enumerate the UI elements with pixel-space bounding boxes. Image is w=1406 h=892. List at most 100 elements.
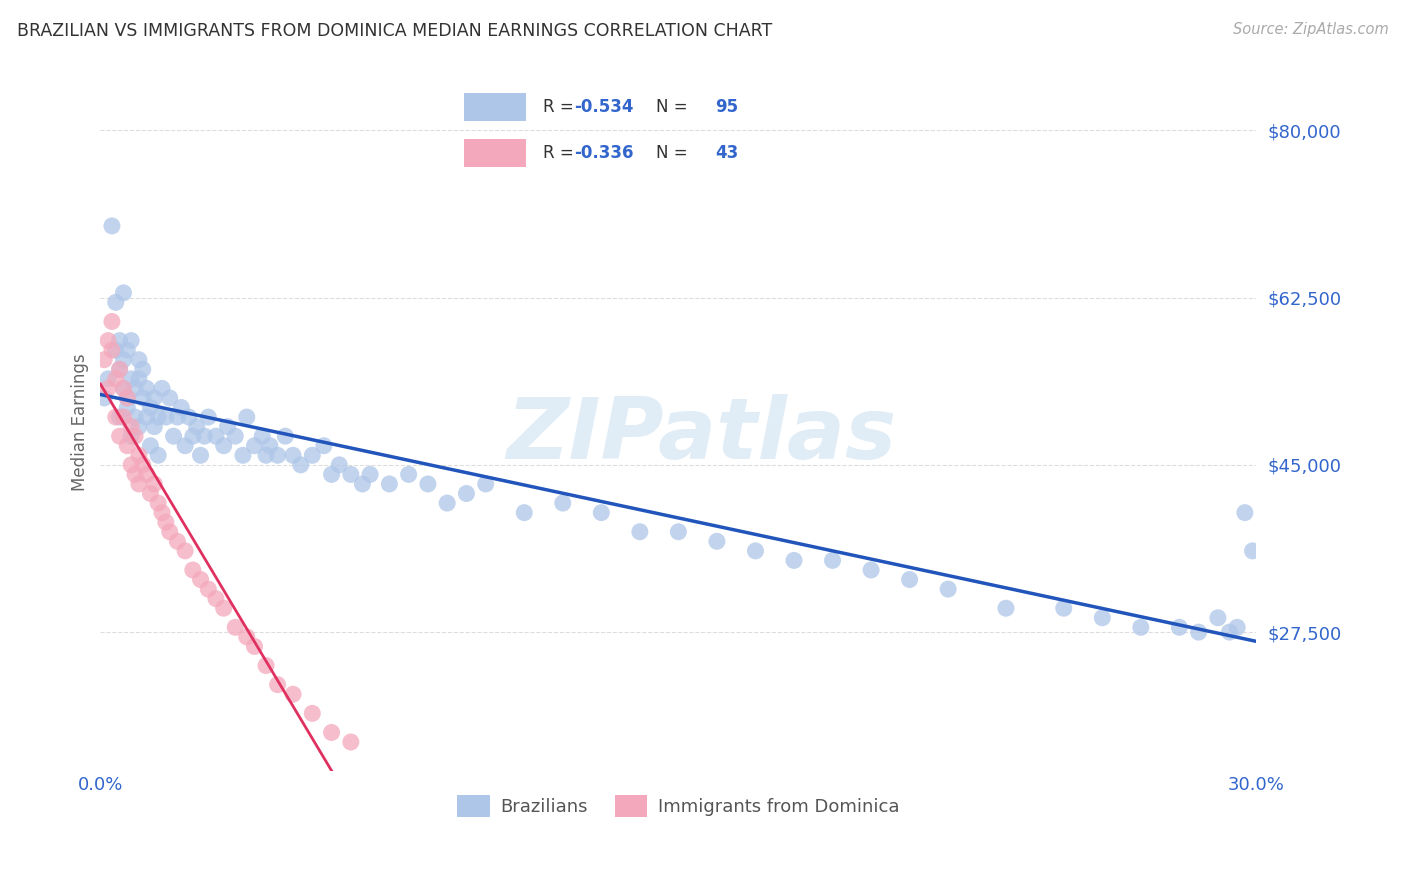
Point xyxy=(628,524,651,539)
Point xyxy=(236,410,259,425)
Point xyxy=(513,506,536,520)
Text: R =: R = xyxy=(543,98,579,116)
Point xyxy=(212,601,235,615)
Point xyxy=(132,362,155,376)
Point xyxy=(936,582,959,596)
Point xyxy=(128,448,150,462)
Point xyxy=(898,573,921,587)
Point xyxy=(821,553,844,567)
Point xyxy=(146,496,169,510)
Point xyxy=(108,362,131,376)
Text: -0.534: -0.534 xyxy=(574,98,633,116)
Text: R =: R = xyxy=(543,145,579,162)
Point xyxy=(124,429,146,443)
Point xyxy=(250,429,273,443)
Point xyxy=(117,401,139,415)
Point xyxy=(744,544,766,558)
Point xyxy=(146,448,169,462)
Point xyxy=(108,362,131,376)
Point xyxy=(266,678,288,692)
Point xyxy=(994,601,1017,615)
Point xyxy=(340,735,363,749)
Point xyxy=(456,486,478,500)
Point xyxy=(860,563,883,577)
Point xyxy=(135,467,157,482)
Point xyxy=(108,429,131,443)
Point xyxy=(1218,625,1240,640)
Point xyxy=(146,410,169,425)
Point xyxy=(186,419,208,434)
Point xyxy=(132,391,155,405)
Point xyxy=(436,496,458,510)
Point xyxy=(224,620,246,634)
Point xyxy=(359,467,381,482)
Point xyxy=(591,506,613,520)
Point xyxy=(321,725,343,739)
Point xyxy=(1241,544,1264,558)
Point xyxy=(177,410,200,425)
Point xyxy=(281,687,304,701)
Point xyxy=(1226,620,1249,634)
Point xyxy=(112,352,135,367)
Point xyxy=(290,458,312,472)
Point xyxy=(124,410,146,425)
Point xyxy=(1053,601,1076,615)
Point xyxy=(274,429,297,443)
Point xyxy=(93,352,115,367)
Point xyxy=(108,410,131,425)
Point xyxy=(135,381,157,395)
Point xyxy=(128,477,150,491)
Point xyxy=(474,477,496,491)
Point xyxy=(104,343,127,358)
Point xyxy=(124,381,146,395)
Point xyxy=(266,448,288,462)
Point xyxy=(159,524,181,539)
Point xyxy=(93,391,115,405)
Point xyxy=(312,439,335,453)
Point xyxy=(117,343,139,358)
Point xyxy=(666,524,689,539)
FancyBboxPatch shape xyxy=(464,139,526,168)
Point xyxy=(135,410,157,425)
Y-axis label: Median Earnings: Median Earnings xyxy=(72,353,89,491)
Point xyxy=(1129,620,1152,634)
Point xyxy=(120,372,142,386)
Point xyxy=(197,410,219,425)
Point xyxy=(254,658,277,673)
Point xyxy=(328,458,350,472)
Point xyxy=(97,372,120,386)
Text: N =: N = xyxy=(657,145,693,162)
Point xyxy=(243,439,266,453)
Point xyxy=(783,553,806,567)
Point xyxy=(551,496,574,510)
Text: -0.336: -0.336 xyxy=(574,145,633,162)
Point xyxy=(155,410,177,425)
Point xyxy=(166,410,188,425)
Point xyxy=(143,391,166,405)
Point xyxy=(398,467,420,482)
Point xyxy=(97,334,120,348)
Point xyxy=(217,419,239,434)
Point xyxy=(190,573,212,587)
Point xyxy=(128,419,150,434)
Point xyxy=(120,419,142,434)
Point xyxy=(301,706,323,721)
Point xyxy=(162,429,184,443)
Point xyxy=(190,448,212,462)
Point xyxy=(120,458,142,472)
Text: Source: ZipAtlas.com: Source: ZipAtlas.com xyxy=(1233,22,1389,37)
Point xyxy=(128,352,150,367)
Point xyxy=(104,372,127,386)
Point xyxy=(132,458,155,472)
Point xyxy=(143,419,166,434)
Point xyxy=(139,439,162,453)
Point xyxy=(193,429,215,443)
Point xyxy=(174,439,197,453)
Point xyxy=(101,343,124,358)
Point xyxy=(1091,611,1114,625)
Point xyxy=(212,439,235,453)
Point xyxy=(101,219,124,233)
Text: ZIPatlas: ZIPatlas xyxy=(506,394,897,477)
Point xyxy=(301,448,323,462)
Point xyxy=(101,314,124,328)
